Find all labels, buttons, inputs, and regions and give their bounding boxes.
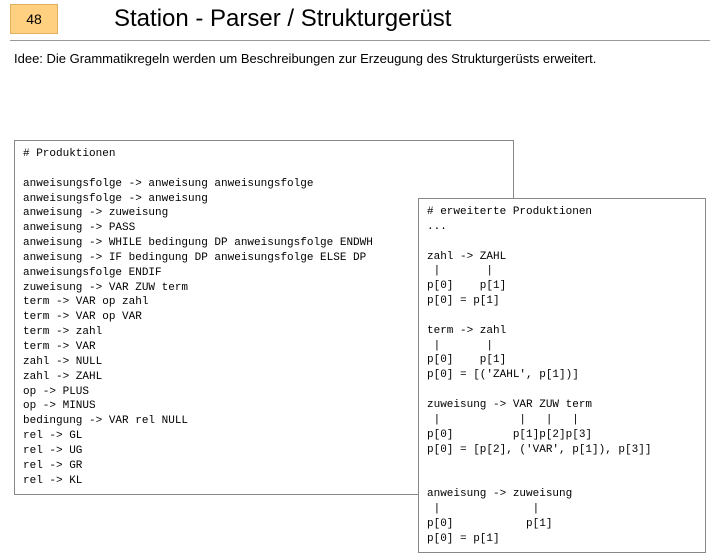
intro-text: Idee: Die Grammatikregeln werden um Besc…	[14, 51, 706, 68]
slide-title: Station - Parser / Strukturgerüst	[114, 5, 451, 33]
title-divider	[10, 40, 710, 41]
extended-productions-box: # erweiterte Produktionen ... zahl -> ZA…	[418, 198, 706, 553]
header: 48 Station - Parser / Strukturgerüst	[0, 0, 720, 34]
slide-number-box: 48	[10, 4, 58, 34]
slide-number: 48	[26, 11, 42, 27]
